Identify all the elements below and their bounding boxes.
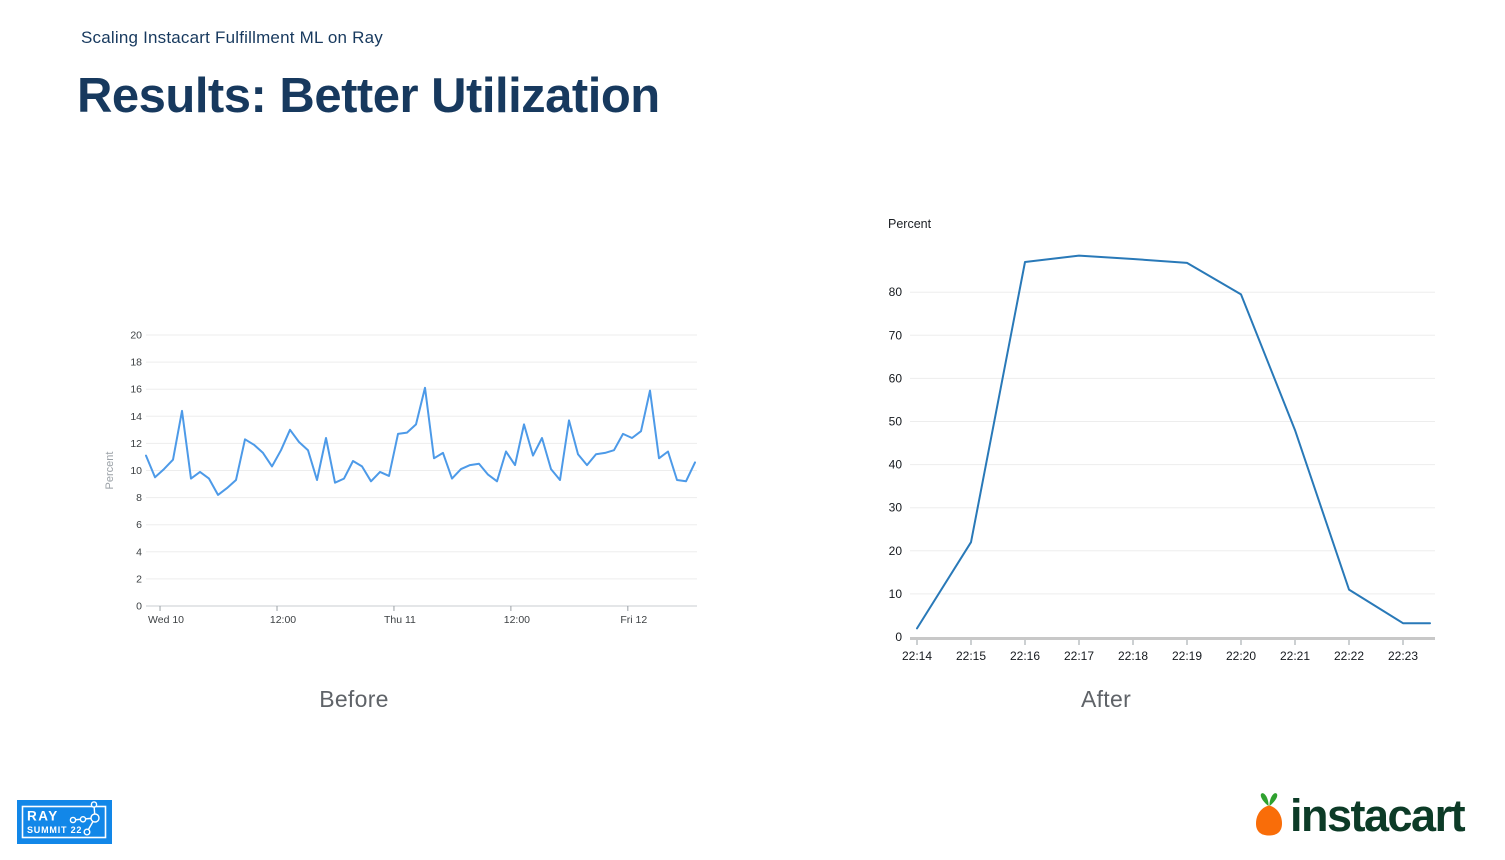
y-tick-label: 0	[136, 601, 142, 613]
y-tick-label: 6	[136, 519, 142, 531]
x-tick-label: 12:00	[270, 614, 296, 626]
y-tick-label: 4	[136, 546, 142, 558]
x-tick-label: Fri 12	[620, 614, 647, 626]
y-axis-title: Percent	[104, 452, 116, 490]
after-caption: After	[1080, 686, 1132, 712]
page-title: Results: Better Utilization	[77, 69, 660, 123]
x-tick-label: 22:22	[1334, 649, 1364, 663]
before-chart: 0 2 4 6 8 10 12 14 16 18 20 Wed 10 12:00 Thu 11 12:00 F…	[98, 324, 710, 636]
after-series-line	[916, 254, 1431, 630]
y-axis-title: Percent	[888, 217, 932, 231]
x-tick-label: Thu 11	[384, 614, 416, 626]
before-caption: Before	[319, 686, 389, 712]
after-chart-svg: Percent 0 10 20 30 40 50 60 70 80 22:14 22:15 22:16 2…	[888, 217, 1435, 663]
y-tick-label: 70	[889, 328, 903, 342]
y-tick-label: 20	[889, 544, 903, 558]
x-tick-label: 22:23	[1388, 649, 1418, 663]
y-tick-label: 12	[130, 438, 142, 450]
y-tick-label: 14	[130, 411, 142, 423]
x-tick-label: 22:15	[956, 649, 986, 663]
y-tick-label: 60	[889, 371, 903, 385]
x-tick-label: 22:17	[1064, 649, 1094, 663]
before-series-line	[145, 386, 696, 496]
instacart-wordmark: instacart	[1290, 790, 1466, 841]
ray-summit-logo: RAY SUMMIT 22	[17, 800, 112, 844]
instacart-logo: instacart	[1253, 790, 1466, 841]
y-tick-label: 10	[130, 465, 142, 477]
y-tick-label: 30	[889, 501, 903, 515]
ray-network-icon	[69, 801, 100, 836]
before-chart-svg: 0 2 4 6 8 10 12 14 16 18 20 Wed 10 12:00 Thu 11 12:00 F…	[104, 330, 697, 626]
y-tick-label: 0	[895, 630, 902, 644]
x-tick-label: 22:19	[1172, 649, 1202, 663]
y-tick-label: 80	[889, 285, 903, 299]
x-tick-label: 22:14	[902, 649, 932, 663]
slide-header: Scaling Instacart Fulfillment ML on Ray	[81, 28, 383, 47]
y-tick-label: 8	[136, 492, 142, 504]
y-tick-label: 2	[136, 573, 142, 585]
x-tick-label: 22:20	[1226, 649, 1256, 663]
x-tick-label: 22:16	[1010, 649, 1040, 663]
ray-logo-line1: RAY	[27, 809, 59, 824]
x-tick-label: 12:00	[504, 614, 530, 626]
x-tick-label: Wed 10	[148, 614, 184, 626]
y-tick-label: 20	[130, 330, 142, 342]
y-tick-label: 50	[889, 415, 903, 429]
y-tick-label: 18	[130, 357, 142, 369]
after-chart: Percent 0 10 20 30 40 50 60 70 80 22:14 22:15 22:16 2…	[868, 208, 1448, 670]
y-tick-label: 10	[889, 587, 903, 601]
y-tick-label: 40	[889, 458, 903, 472]
ray-logo-line2: SUMMIT 22	[27, 825, 82, 835]
y-tick-label: 16	[130, 384, 142, 396]
carrot-icon	[1256, 793, 1282, 836]
x-tick-label: 22:18	[1118, 649, 1148, 663]
x-tick-label: 22:21	[1280, 649, 1310, 663]
